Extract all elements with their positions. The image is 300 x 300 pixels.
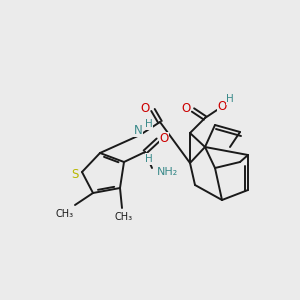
Text: H: H [226,94,234,104]
Text: N: N [134,124,142,136]
Text: NH₂: NH₂ [157,167,178,177]
Text: O: O [182,103,190,116]
Text: O: O [159,133,169,146]
Text: H: H [145,154,153,164]
Text: O: O [140,101,150,115]
Text: H: H [145,119,153,129]
Text: CH₃: CH₃ [56,209,74,219]
Text: CH₃: CH₃ [115,212,133,222]
Text: O: O [218,100,226,112]
Text: S: S [71,167,79,181]
